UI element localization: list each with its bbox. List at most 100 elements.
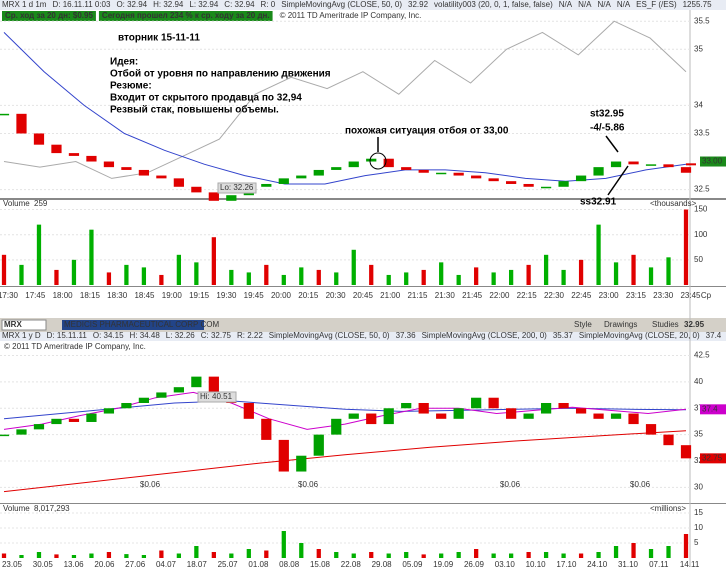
header-item: SimpleMovingAvg (CLOSE, 50, 0): [281, 0, 402, 9]
candle: [488, 397, 499, 409]
x-tick-label: 20:15: [298, 291, 319, 300]
y-tick-label: 32.5: [694, 185, 710, 194]
x-tick-label: 17.10: [556, 560, 577, 569]
x-tick-label: 23:30: [653, 291, 674, 300]
candle: [348, 161, 359, 168]
candle: [575, 408, 587, 414]
x-tick-label: Cp: [701, 291, 712, 300]
volume-bar: [596, 552, 601, 558]
volume-value: 259: [34, 199, 48, 208]
header-item: N/A: [617, 0, 631, 9]
x-tick-label: 21:45: [462, 291, 483, 300]
x-tick-label: 05.09: [402, 560, 423, 569]
symbol-field[interactable]: [1, 319, 47, 331]
candle: [243, 402, 254, 419]
volume-label: Volume: [3, 199, 30, 208]
candle: [208, 192, 219, 201]
x-tick-label: 08.08: [279, 560, 300, 569]
header-item: 37.36: [396, 331, 417, 340]
candle: [401, 167, 412, 170]
candle: [540, 402, 552, 414]
arrow: [607, 165, 629, 196]
volume-bar: [351, 553, 356, 558]
y-tick-label: 150: [694, 205, 708, 214]
sma200-line: [3, 430, 687, 493]
volume-bar: [491, 553, 496, 558]
volume-bar: [561, 553, 566, 558]
x-tick-label: 18:00: [53, 291, 74, 300]
y-tick-label: 35: [694, 44, 703, 53]
volume-bar: [264, 550, 269, 558]
candle: [208, 376, 219, 393]
x-tick-label: 20:00: [271, 291, 292, 300]
candle: [0, 113, 10, 116]
toolbar-button[interactable]: Studies: [652, 320, 679, 329]
candle: [366, 413, 377, 425]
volume-bar: [631, 543, 636, 558]
header-item: SimpleMovingAvg (CLOSE, 200, 0): [422, 331, 548, 340]
annotation: вторник 15-11-11: [118, 33, 200, 44]
toolbar-button[interactable]: Drawings: [604, 320, 637, 329]
candle: [278, 178, 289, 184]
high-box: [197, 391, 237, 403]
candle: [86, 413, 97, 422]
header-item: SimpleMovingAvg (CLOSE, 20, 0): [579, 331, 700, 340]
x-tick-label: 27.06: [125, 560, 146, 569]
candle: [453, 172, 464, 176]
candle: [366, 158, 377, 162]
es-line: [3, 20, 687, 179]
volume-bar: [578, 259, 584, 285]
x-tick-label: 18:30: [107, 291, 128, 300]
x-tick-label: 22:30: [544, 291, 565, 300]
header-item: 37.4: [706, 331, 722, 340]
y-tick-label: 35.5: [694, 16, 710, 25]
volume-bar: [334, 552, 339, 558]
x-tick-label: 23:45: [680, 291, 701, 300]
volume-bar: [648, 267, 654, 285]
x-tick-label: 14.11: [680, 560, 700, 569]
x-tick-label: 31.10: [618, 560, 639, 569]
company-bg: [62, 320, 204, 330]
candle: [523, 413, 534, 419]
header-item: O: 34.15: [93, 331, 124, 340]
candle: [121, 402, 132, 409]
candle: [191, 376, 202, 388]
header-item: L: 32.26: [166, 331, 195, 340]
candle: [103, 161, 115, 168]
candle: [86, 155, 97, 162]
y-tick-label: 10: [694, 523, 703, 532]
volume-bar: [124, 264, 129, 285]
toolbar-button[interactable]: Style: [574, 320, 592, 329]
annotation: Резюме:: [110, 81, 152, 92]
volume-bar: [1, 254, 7, 285]
volume-bar: [281, 531, 286, 558]
volume-bar: [369, 552, 374, 558]
volume-bar: [194, 262, 199, 285]
candle: [436, 413, 447, 419]
price-tag: [700, 404, 726, 415]
candle: [261, 418, 272, 440]
x-tick-label: 21:15: [407, 291, 428, 300]
volume-bar: [578, 553, 584, 558]
candle: [610, 161, 622, 168]
candle: [453, 408, 464, 419]
header-item: N/A: [578, 0, 592, 9]
bottom-header-bar: [0, 332, 726, 341]
volume-bar: [613, 262, 619, 285]
candle: [663, 434, 674, 446]
dividend-label: $0.06: [140, 480, 161, 489]
volume-unit: <thousands>: [650, 199, 697, 208]
volume-bar: [386, 553, 391, 558]
candle: [138, 397, 150, 403]
candle: [226, 195, 237, 201]
x-tick-label: 22:00: [489, 291, 510, 300]
low-label: Lo: 32.26: [220, 183, 254, 192]
volume-bar: [89, 553, 94, 558]
annotation: Входит от скрытого продавца по 32,94: [110, 93, 302, 104]
top-header-bar: [0, 0, 726, 10]
candle: [16, 429, 27, 435]
candle: [418, 169, 429, 173]
volume-unit: <millions>: [650, 504, 686, 513]
volume-bar: [141, 267, 147, 285]
